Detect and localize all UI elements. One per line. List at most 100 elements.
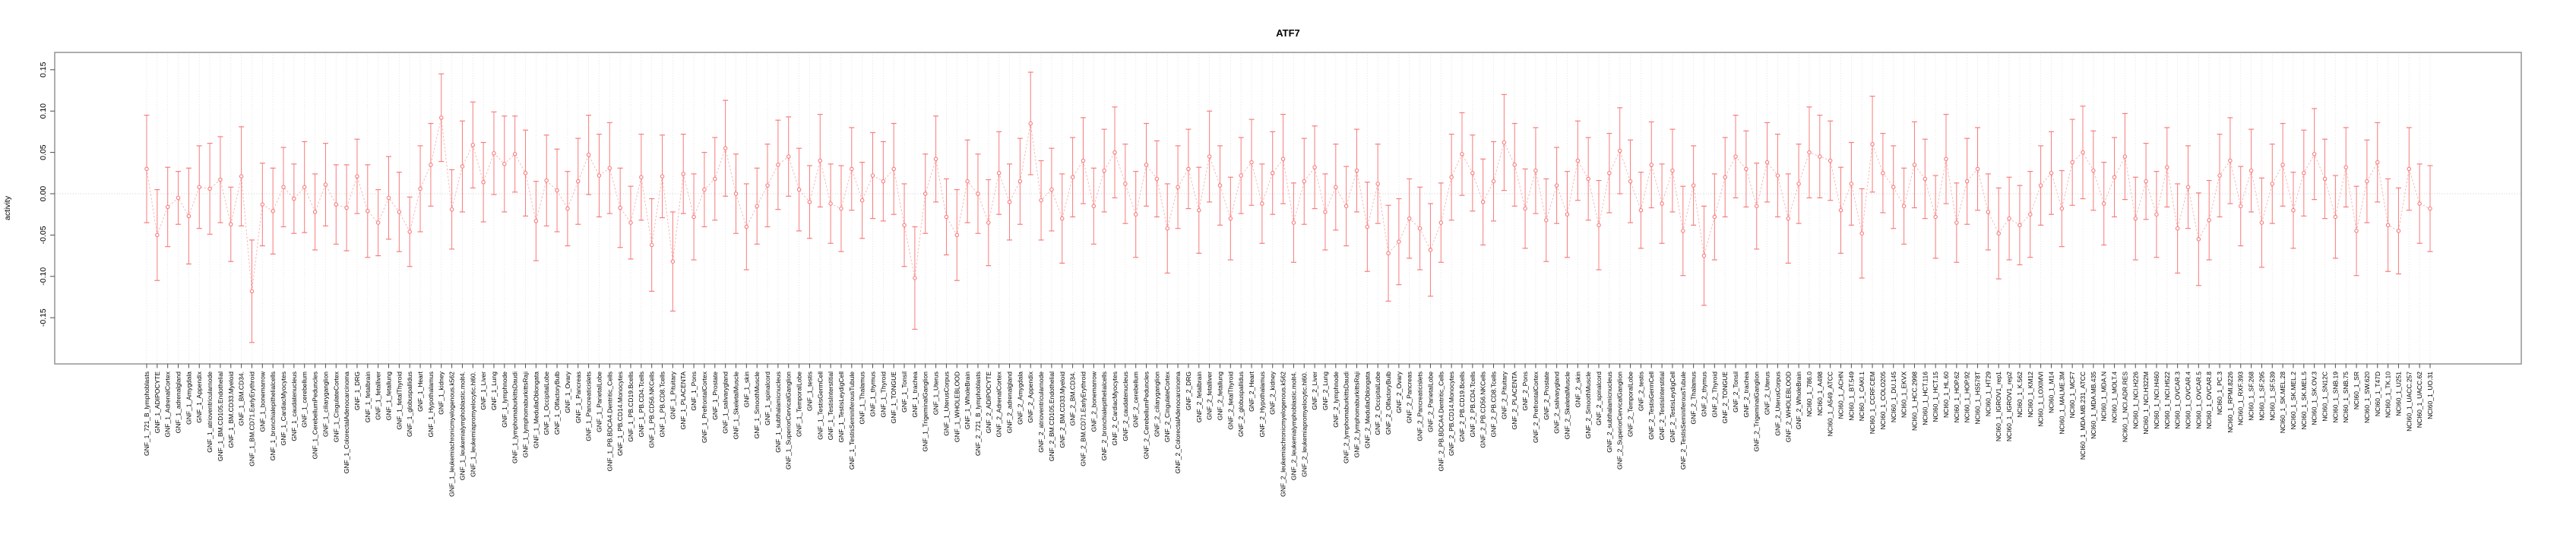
x-tick-label: GNF_1_Uterus [932, 372, 940, 415]
point-marker [1239, 173, 1243, 178]
x-tick-label: GNF_1_TestisInterstitial [827, 372, 834, 440]
x-tick-label: GNF_2_bronchialepithelialcells [1100, 372, 1108, 460]
point-marker [207, 186, 212, 191]
point-marker [555, 188, 559, 193]
point-marker [1460, 152, 1464, 157]
point-marker [755, 204, 759, 209]
y-tick-label: 0.05 [39, 144, 48, 160]
point-marker [2280, 163, 2285, 167]
x-tick-label: GNF_2_salivarygland [1553, 372, 1561, 434]
point-marker [2154, 212, 2159, 217]
x-tick-label: GNF_1_leukemiachronicmyelogenous.k562 [448, 372, 456, 497]
point-marker [544, 178, 549, 183]
point-marker [2354, 229, 2359, 233]
point-marker [913, 276, 917, 280]
point-marker [944, 214, 949, 220]
x-tick-label: GNF_1_Pancreas [574, 372, 582, 423]
x-tick-label: GNF_1_PB.CD56.NKCells [648, 372, 656, 448]
point-marker [1154, 176, 1160, 182]
point-marker [1649, 163, 1654, 167]
point-marker [796, 187, 802, 192]
x-tick-label: GNF_2_ciliaryganglion [1153, 372, 1160, 437]
x-tick-label: GNF_1_kidney [438, 371, 445, 414]
x-tick-label: NCI60_1_NCI.H460 [2153, 372, 2160, 429]
plot-border [54, 52, 2522, 365]
point-marker [1123, 182, 1128, 186]
x-tick-label: GNF_1_Hypothalamus [427, 372, 435, 437]
point-marker [1343, 204, 1349, 209]
point-marker [1397, 239, 1401, 244]
point-marker [2312, 152, 2317, 157]
x-tick-label: GNF_1_TrigeminalGanglion [922, 372, 929, 452]
point-marker [607, 166, 612, 171]
point-marker [1565, 212, 1570, 217]
x-tick-label: GNF_2_lymphomaburkittsDaudi [1343, 372, 1350, 463]
x-tick-label: NCI60_1_OVCAR.3 [2174, 372, 2182, 429]
point-marker [1007, 200, 1012, 204]
x-tick-label: GNF_2_Tonsil [1732, 372, 1739, 413]
x-tick-label: GNF_1_Thyroid [879, 372, 887, 418]
point-marker [1870, 141, 1875, 147]
point-marker [302, 185, 307, 190]
x-tick-label: GNF_1_adrenalgland [175, 372, 182, 434]
y-tick-label: 0.00 [39, 186, 48, 202]
x-tick-label: GNF_2_cerebellum [1132, 372, 1140, 428]
x-tick-label: GNF_1_cerebellum [301, 372, 309, 428]
point-marker [375, 220, 381, 225]
point-marker [1060, 216, 1065, 221]
point-marker [660, 174, 665, 179]
point-marker [1681, 229, 1685, 233]
point-marker [1607, 171, 1612, 175]
x-tick-label: NCI60_1_SW.620 [2363, 372, 2371, 423]
x-tick-label: NCI60_1_SF.539 [2268, 372, 2276, 421]
x-tick-label: GNF_2_Ovary [1395, 371, 1403, 413]
point-marker [2396, 229, 2401, 233]
point-marker [512, 152, 517, 157]
x-tick-label: GNF_2_TemporalLobe [1627, 372, 1635, 437]
x-tick-label: NCI60_1_NCI.H322M [2142, 372, 2150, 435]
point-marker [2291, 208, 2296, 213]
x-tick-label: GNF_1_Pituitary [669, 371, 676, 419]
x-tick-label: GNF_1_TestisLeydigCell [837, 372, 845, 443]
x-tick-label: GNF_1_ciliaryganglion [321, 372, 329, 437]
point-marker [1017, 179, 1023, 184]
x-tick-label: GNF_1_Appendix [195, 371, 203, 422]
point-marker [565, 206, 570, 211]
point-marker [1165, 226, 1169, 231]
x-tick-label: GNF_1_PB.CD4.Tcells [638, 372, 645, 437]
x-tick-label: GNF_2_TestisInterstitial [1658, 372, 1666, 440]
point-marker [2343, 165, 2348, 169]
point-marker [702, 187, 707, 192]
y-tick-label: 0.10 [39, 103, 48, 119]
point-marker [2385, 223, 2391, 228]
x-tick-label: NCI60_1_DU.145 [1890, 372, 1897, 422]
point-marker [334, 202, 339, 207]
point-marker [165, 204, 170, 210]
y-tick-label: -0.15 [39, 308, 48, 327]
x-tick-label: NCI60_1_CCRF.CEM [1869, 372, 1876, 434]
x-tick-label: GNF_2_leukemiachronicmyelogenous.k562 [1280, 372, 1287, 497]
x-tick-label: GNF_2_721_B_lymphoblasts [974, 372, 982, 456]
x-tick-label: NCI60_1_SK.MEL.5 [2300, 372, 2308, 430]
point-marker [1480, 200, 1486, 204]
x-tick-label: NCI60_1_HT29 [1984, 372, 1992, 416]
x-tick-label: GNF_2_bonemarrow [1090, 371, 1097, 432]
point-marker [2144, 179, 2148, 184]
point-marker [229, 222, 233, 227]
series-line [146, 117, 2431, 292]
point-marker [438, 115, 444, 120]
point-marker [2070, 160, 2074, 165]
x-tick-label: NCI60_1_COLO205 [1879, 372, 1887, 430]
point-marker [902, 223, 907, 228]
point-marker [1470, 171, 1475, 175]
point-marker [523, 171, 528, 175]
x-tick-label: NCI60_1_HOP.92 [1964, 372, 1971, 423]
x-tick-label: GNF_2_DRG [1185, 372, 1192, 410]
x-tick-label: NCI60_1_HOP.62 [1953, 372, 1960, 423]
x-tick-label: GNF_2_OlfactoryBulb [1385, 372, 1392, 435]
x-tick-label: GNF_1_globuspallidus [406, 372, 413, 437]
point-marker [1544, 218, 1549, 223]
x-tick-label: GNF_2_skin [1574, 372, 1581, 408]
point-marker [1070, 175, 1075, 179]
x-tick-label: NCI60_1_PC.3 [2216, 372, 2223, 415]
